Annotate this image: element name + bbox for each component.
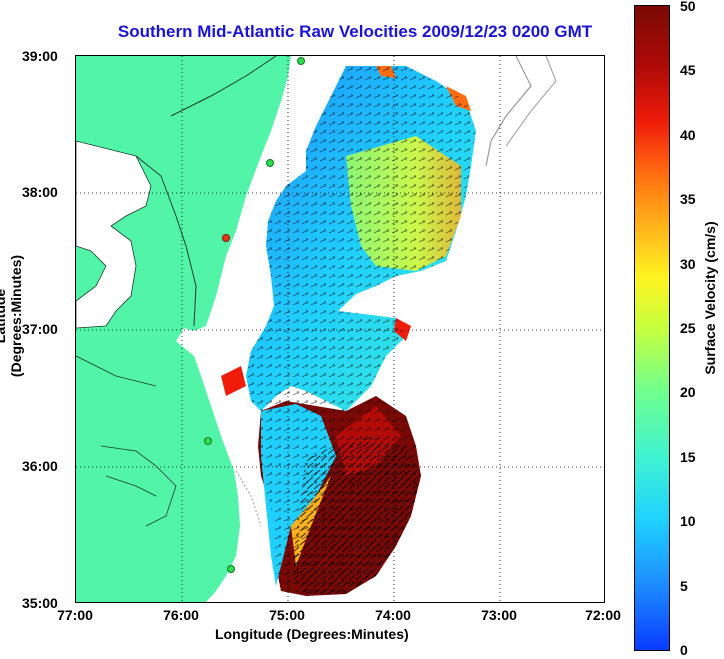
- map-title: Southern Mid-Atlantic Raw Velocities 200…: [117, 22, 593, 41]
- x-tick-label: 75:00: [269, 607, 305, 623]
- colorbar-tick: 50: [680, 0, 696, 14]
- map-canvas: [76, 56, 604, 602]
- colorbar-tick: 10: [680, 513, 696, 529]
- bay: [76, 140, 152, 329]
- colorbar-tick: 5: [680, 578, 688, 594]
- y-tick-label: 36:00: [22, 458, 58, 474]
- y-tick-label: 38:00: [22, 184, 58, 200]
- colorbar-tick: 35: [680, 191, 696, 207]
- colorbar-tick: 15: [680, 449, 696, 465]
- grid-lines: [76, 56, 604, 602]
- colorbar-tick: 25: [680, 320, 696, 336]
- colorbar: [634, 5, 670, 651]
- y-axis-label: Latitude (Degrees:Minutes): [0, 254, 24, 378]
- colorbar-tick: 20: [680, 384, 696, 400]
- y-tick-label: 35:00: [22, 595, 58, 611]
- x-axis-label: Longitude (Degrees:Minutes): [215, 626, 409, 642]
- x-tick-label: 74:00: [375, 607, 411, 623]
- x-tick-label: 72:00: [585, 607, 621, 623]
- colorbar-tick: 0: [680, 642, 688, 658]
- land-mass: [76, 56, 291, 602]
- x-tick-label: 76:00: [163, 607, 199, 623]
- x-tick-label: 77:00: [57, 607, 93, 623]
- map-plot-area: [75, 55, 605, 603]
- colorbar-tick: 30: [680, 256, 696, 272]
- colorbar-tick: 40: [680, 127, 696, 143]
- y-tick-label: 37:00: [22, 321, 58, 337]
- colorbar-label: Surface Velocity (cm/s): [702, 221, 718, 375]
- colorbar-tick: 45: [680, 62, 696, 78]
- x-tick-label: 73:00: [481, 607, 517, 623]
- y-tick-label: 39:00: [22, 48, 58, 64]
